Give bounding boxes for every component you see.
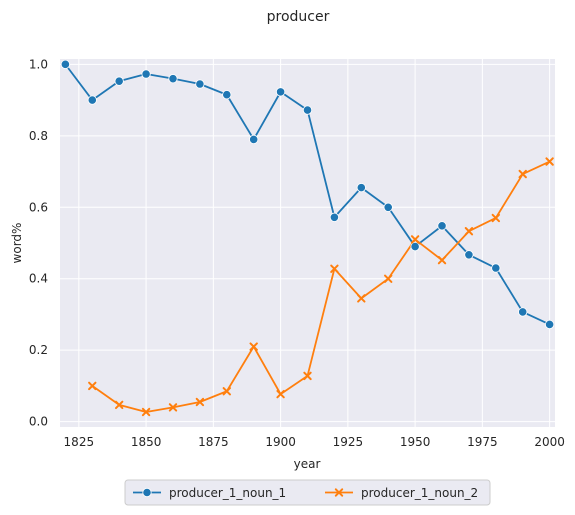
plot-area — [60, 59, 555, 427]
data-point-producer_1_noun_1 — [518, 307, 528, 317]
x-tick-label: 1950 — [400, 435, 431, 449]
data-point-producer_1_noun_2 — [384, 274, 393, 283]
data-point-producer_1_noun_2 — [357, 294, 366, 303]
data-point-producer_1_noun_2 — [249, 342, 258, 351]
data-point-producer_1_noun_2 — [491, 213, 501, 223]
data-point-producer_1_noun_2 — [545, 157, 554, 166]
y-tick-label: 1.0 — [29, 57, 48, 71]
legend-label: producer_1_noun_2 — [361, 486, 478, 500]
data-point-producer_1_noun_1 — [302, 105, 313, 115]
x-tick-label: 1875 — [198, 435, 229, 449]
data-point-producer_1_noun_2 — [464, 227, 474, 236]
series-line-producer_1_noun_2 — [91, 160, 550, 413]
legend-swatch-marker — [142, 487, 152, 498]
data-point-producer_1_noun_1 — [60, 59, 70, 69]
x-tick-label: 1975 — [467, 435, 498, 449]
data-point-producer_1_noun_2 — [114, 400, 124, 410]
data-point-producer_1_noun_2 — [437, 255, 447, 265]
y-tick-label: 0.2 — [29, 343, 48, 357]
y-tick-label: 0.0 — [29, 415, 48, 429]
y-tick-label: 0.4 — [29, 272, 48, 286]
legend-label: producer_1_noun_1 — [169, 486, 286, 500]
data-point-producer_1_noun_2 — [168, 403, 178, 412]
chart-title: producer — [267, 9, 330, 25]
data-point-producer_1_noun_1 — [545, 319, 555, 330]
x-tick-labels: 1825 1850 1875 1900 1925 1950 1975 2000 — [64, 435, 565, 449]
x-tick-label: 1900 — [265, 435, 296, 449]
y-tick-label: 0.8 — [29, 129, 48, 143]
data-point-producer_1_noun_2 — [88, 381, 97, 391]
grid-lines — [60, 59, 555, 427]
data-point-producer_1_noun_1 — [383, 202, 393, 212]
x-tick-label: 1850 — [131, 435, 162, 449]
data-point-producer_1_noun_1 — [222, 90, 232, 100]
data-point-producer_1_noun_1 — [329, 212, 340, 222]
data-point-producer_1_noun_1 — [141, 69, 151, 79]
data-point-producer_1_noun_1 — [410, 241, 420, 252]
x-tick-label: 1925 — [333, 435, 364, 449]
x-tick-label: 2000 — [534, 435, 565, 449]
data-point-producer_1_noun_2 — [303, 371, 312, 381]
legend-box — [124, 479, 491, 506]
x-axis-title: year — [294, 457, 321, 471]
data-point-producer_1_noun_1 — [87, 95, 97, 105]
data-point-producer_1_noun_2 — [195, 397, 205, 407]
data-point-producer_1_noun_2 — [222, 387, 231, 396]
data-point-producer_1_noun_1 — [464, 250, 474, 260]
data-point-producer_1_noun_2 — [330, 264, 339, 273]
y-axis-title: word% — [10, 223, 24, 264]
data-point-producer_1_noun_1 — [249, 134, 259, 144]
y-tick-labels: 0.0 0.2 0.4 0.6 0.8 1.0 — [29, 57, 48, 428]
data-point-producer_1_noun_1 — [114, 76, 124, 86]
x-tick-label: 1825 — [64, 435, 95, 449]
data-point-producer_1_noun_1 — [437, 221, 447, 231]
legend-swatch-marker — [334, 488, 344, 497]
data-point-producer_1_noun_2 — [276, 389, 285, 399]
data-point-producer_1_noun_1 — [275, 87, 286, 97]
series-markers — [60, 59, 555, 417]
data-point-producer_1_noun_2 — [410, 235, 420, 244]
data-point-producer_1_noun_1 — [491, 263, 501, 273]
y-tick-label: 0.6 — [29, 200, 48, 214]
data-point-producer_1_noun_1 — [168, 74, 178, 84]
data-point-producer_1_noun_2 — [518, 169, 527, 179]
data-point-producer_1_noun_1 — [356, 183, 366, 193]
data-point-producer_1_noun_1 — [195, 79, 205, 89]
data-point-producer_1_noun_2 — [141, 407, 151, 417]
legend: producer_1_noun_1 producer_1_noun_2 — [124, 479, 491, 506]
